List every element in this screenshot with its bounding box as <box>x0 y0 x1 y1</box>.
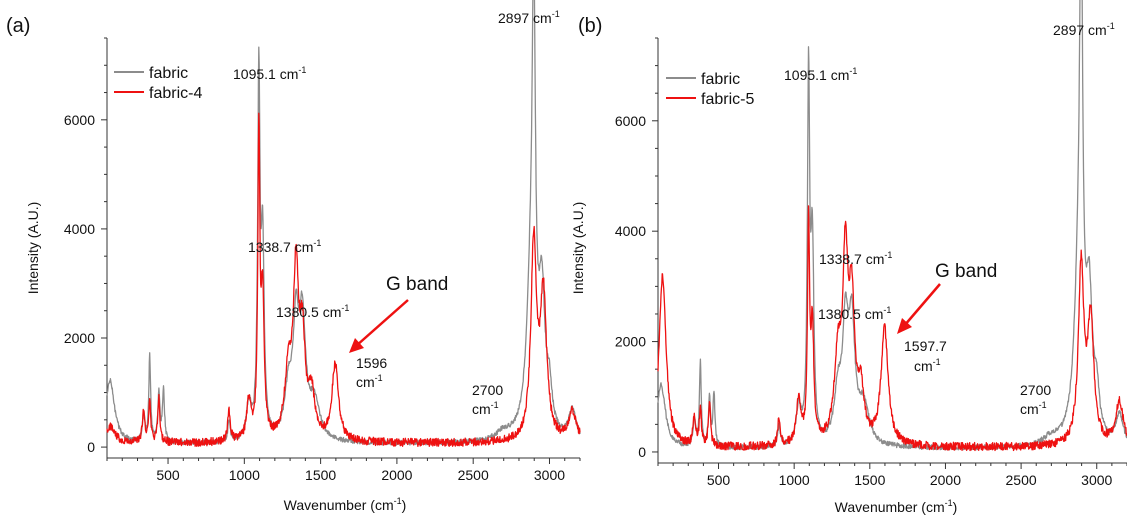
x-tick-label: 1000 <box>229 467 260 483</box>
legend-entry-fabric: fabric <box>701 71 740 88</box>
g-band-arrow <box>897 283 941 334</box>
series-line-fabric-5 <box>657 205 1127 452</box>
x-tick-label: 3000 <box>1081 472 1112 488</box>
y-tick-label: 2000 <box>64 330 95 346</box>
peak-label-1597: 1597.7 cm-1 <box>904 338 947 374</box>
legend: fabric fabric-4 <box>114 65 202 102</box>
panel-label: (b) <box>578 15 602 37</box>
peak-label-2700: 2700 cm-1 <box>1020 382 1051 417</box>
legend-entry-treated: fabric-5 <box>701 91 754 108</box>
panel-a: 500 1000 1500 2000 2500 3000 0 2000 4000 6000 (a)… <box>6 0 581 513</box>
y-axis-label: Intensity (A.U.) <box>25 202 41 295</box>
peak-label-1095: 1095.1 cm-1 <box>784 66 857 83</box>
x-axis-label: Wavenumber (cm-1) <box>835 498 958 515</box>
y-tick-label: 0 <box>638 444 646 460</box>
y-tick-label: 2000 <box>615 334 646 350</box>
panel-label: (a) <box>6 15 30 37</box>
peak-label-2700: 2700 cm-1 <box>472 382 503 417</box>
y-axis-label: Intensity (A.U.) <box>570 202 586 295</box>
x-tick-label: 2000 <box>381 467 412 483</box>
x-axis-label: Wavenumber (cm-1) <box>284 496 407 513</box>
x-tick-label: 500 <box>156 467 180 483</box>
peak-label-2897: 2897 cm-1 <box>498 9 560 26</box>
series-line-fabric-4 <box>106 112 581 448</box>
x-tick-label: 2500 <box>458 467 489 483</box>
x-tick-label: 1500 <box>305 467 336 483</box>
g-band-arrow <box>349 299 409 353</box>
axes: 500 1000 1500 2000 2500 3000 0 2000 4000 6000 <box>64 0 581 483</box>
panel-b: 500 1000 1500 2000 2500 3000 0 2000 4000 6000 (b)… <box>570 0 1127 515</box>
series-line-fabric <box>657 0 1127 451</box>
peak-label-1380: 1380.5 cm-1 <box>276 303 349 320</box>
x-tick-label: 1000 <box>779 472 810 488</box>
y-tick-label: 0 <box>87 439 95 455</box>
x-tick-label: 2000 <box>930 472 961 488</box>
legend-entry-treated: fabric-4 <box>149 85 202 102</box>
x-tick-label: 2500 <box>1006 472 1037 488</box>
peak-label-2897: 2897 cm-1 <box>1053 21 1115 38</box>
peak-label-1338: 1338.7 cm-1 <box>819 250 892 267</box>
y-tick-label: 4000 <box>615 223 646 239</box>
y-tick-label: 4000 <box>64 221 95 237</box>
peak-annotations: 1095.1 cm-1 1338.7 cm-1 1380.5 cm-1 1597… <box>784 21 1115 417</box>
g-band-label: G band <box>386 274 448 295</box>
x-tick-label: 500 <box>707 472 731 488</box>
y-tick-label: 6000 <box>64 112 95 128</box>
peak-label-1380: 1380.5 cm-1 <box>818 305 891 322</box>
y-tick-label: 6000 <box>615 113 646 129</box>
g-band-label: G band <box>935 261 997 282</box>
x-tick-label: 3000 <box>534 467 565 483</box>
legend: fabric fabric-5 <box>666 71 754 108</box>
x-tick-label: 1500 <box>854 472 885 488</box>
peak-label-1338: 1338.7 cm-1 <box>248 238 321 255</box>
peak-label-1596: 1596 cm-1 <box>356 355 387 390</box>
axes: 500 1000 1500 2000 2500 3000 0 2000 4000 6000 <box>615 0 1127 488</box>
peak-annotations: 1095.1 cm-1 1338.7 cm-1 1380.5 cm-1 1596… <box>233 9 560 417</box>
peak-label-1095: 1095.1 cm-1 <box>233 65 306 82</box>
legend-entry-fabric: fabric <box>149 65 188 82</box>
